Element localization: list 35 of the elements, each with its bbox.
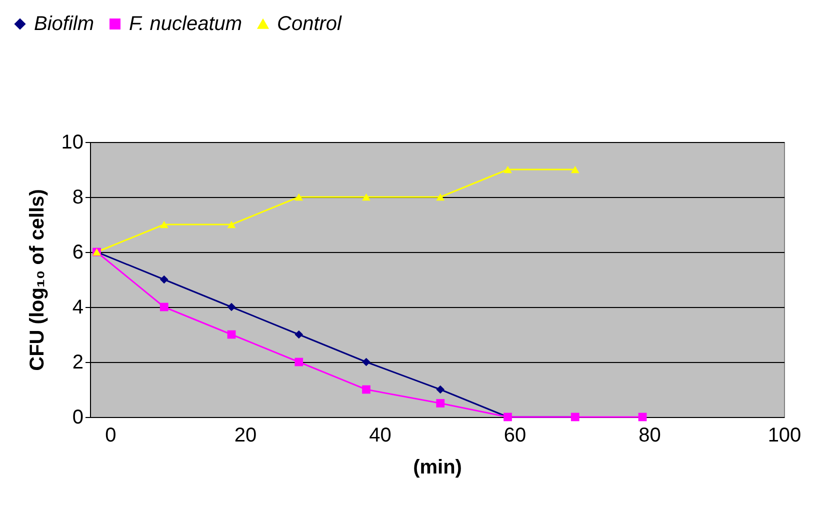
y-tick-label: 4 xyxy=(72,296,84,318)
point xyxy=(362,358,370,366)
point xyxy=(436,193,445,201)
x-tick-label: 40 xyxy=(369,424,392,446)
point xyxy=(227,302,236,312)
point xyxy=(160,220,168,228)
point xyxy=(227,220,236,228)
y-tick-label: 2 xyxy=(72,352,84,374)
y-tick-label: 6 xyxy=(72,242,84,264)
x-tick-label: 60 xyxy=(504,424,526,446)
x-tick-label: 20 xyxy=(234,424,257,446)
y-tick-label: 0 xyxy=(72,406,84,428)
legend-label: Control xyxy=(277,13,342,35)
point xyxy=(294,330,304,339)
point xyxy=(227,330,236,339)
x-axis-title: (min) xyxy=(413,456,462,478)
point xyxy=(160,302,168,312)
point xyxy=(294,193,304,201)
y-tick-label: 10 xyxy=(61,132,84,154)
point xyxy=(362,193,370,201)
point xyxy=(504,166,512,174)
x-tick-label: 80 xyxy=(638,424,661,446)
legend-label: Biofilm xyxy=(34,13,94,35)
point xyxy=(294,358,304,366)
x-tick-label: 0 xyxy=(105,424,116,446)
x-tick-label: 100 xyxy=(768,424,802,446)
point xyxy=(160,275,168,284)
point xyxy=(436,399,445,408)
point xyxy=(436,385,445,394)
legend-label: F. nucleatum xyxy=(129,13,242,35)
point xyxy=(638,412,647,422)
point xyxy=(362,385,370,394)
y-axis-title: CFU (log₁₀ of cells) xyxy=(26,189,48,371)
point xyxy=(570,166,580,174)
y-tick-label: 8 xyxy=(72,186,84,208)
